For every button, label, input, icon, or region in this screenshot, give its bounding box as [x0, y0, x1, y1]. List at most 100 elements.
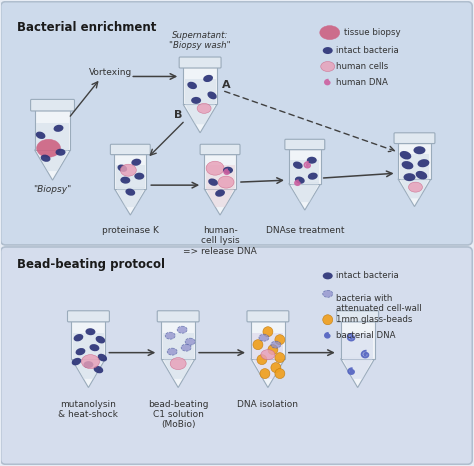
Ellipse shape	[120, 164, 137, 176]
Ellipse shape	[260, 369, 270, 378]
Ellipse shape	[271, 341, 281, 348]
Polygon shape	[395, 134, 434, 143]
Ellipse shape	[413, 146, 426, 154]
Ellipse shape	[271, 363, 281, 373]
Ellipse shape	[268, 345, 278, 355]
Polygon shape	[114, 154, 146, 189]
Ellipse shape	[323, 47, 333, 54]
Polygon shape	[185, 79, 216, 103]
Polygon shape	[342, 358, 373, 379]
Polygon shape	[183, 104, 217, 133]
Ellipse shape	[409, 182, 422, 192]
Polygon shape	[251, 321, 285, 359]
FancyBboxPatch shape	[110, 144, 150, 155]
Polygon shape	[72, 321, 105, 359]
Polygon shape	[72, 359, 105, 388]
Ellipse shape	[403, 173, 416, 181]
Ellipse shape	[98, 354, 107, 362]
Polygon shape	[291, 183, 319, 202]
Ellipse shape	[307, 157, 317, 164]
Ellipse shape	[253, 340, 263, 350]
Ellipse shape	[72, 358, 81, 365]
Ellipse shape	[257, 355, 267, 364]
Polygon shape	[253, 358, 283, 379]
Polygon shape	[73, 333, 104, 358]
Ellipse shape	[418, 159, 429, 167]
Text: tissue biopsy: tissue biopsy	[344, 28, 401, 37]
Ellipse shape	[185, 338, 195, 345]
Ellipse shape	[416, 171, 427, 179]
Polygon shape	[337, 312, 378, 321]
Ellipse shape	[134, 173, 144, 180]
Ellipse shape	[263, 327, 273, 337]
Polygon shape	[341, 321, 374, 359]
Ellipse shape	[126, 189, 135, 196]
Text: bead-beating
C1 solution
(MoBio): bead-beating C1 solution (MoBio)	[148, 399, 209, 429]
Text: human cells: human cells	[336, 62, 388, 71]
FancyBboxPatch shape	[394, 133, 435, 144]
Ellipse shape	[259, 334, 269, 341]
Ellipse shape	[54, 125, 64, 132]
Ellipse shape	[118, 164, 127, 172]
Ellipse shape	[41, 155, 50, 162]
Text: "Biopsy": "Biopsy"	[34, 185, 72, 194]
Polygon shape	[291, 160, 319, 183]
Text: intact bacteria: intact bacteria	[336, 271, 399, 281]
Ellipse shape	[320, 26, 340, 40]
Ellipse shape	[36, 139, 61, 157]
Polygon shape	[185, 103, 216, 124]
Ellipse shape	[208, 178, 218, 186]
Ellipse shape	[96, 336, 105, 343]
Ellipse shape	[170, 357, 186, 370]
Ellipse shape	[323, 315, 333, 325]
Text: human DNA: human DNA	[336, 78, 388, 87]
Ellipse shape	[82, 355, 100, 369]
Polygon shape	[161, 359, 195, 388]
FancyBboxPatch shape	[157, 311, 199, 322]
Ellipse shape	[215, 190, 225, 197]
Ellipse shape	[275, 335, 285, 345]
Polygon shape	[342, 333, 373, 358]
Ellipse shape	[323, 273, 333, 279]
Text: human-
cell lysis
=> release DNA: human- cell lysis => release DNA	[183, 226, 257, 256]
Ellipse shape	[90, 344, 100, 351]
Ellipse shape	[208, 91, 217, 99]
Polygon shape	[180, 58, 220, 67]
Ellipse shape	[131, 158, 141, 166]
Text: 1mm glass-beads: 1mm glass-beads	[336, 315, 412, 324]
Polygon shape	[161, 321, 195, 359]
Ellipse shape	[177, 326, 187, 333]
Text: Vortexing: Vortexing	[89, 69, 132, 77]
Text: DNA isolation: DNA isolation	[237, 399, 299, 409]
Polygon shape	[248, 312, 288, 321]
Ellipse shape	[293, 162, 303, 169]
Polygon shape	[36, 123, 69, 149]
Ellipse shape	[308, 172, 318, 180]
Polygon shape	[201, 145, 239, 154]
FancyBboxPatch shape	[179, 57, 221, 68]
Polygon shape	[35, 150, 71, 180]
FancyBboxPatch shape	[0, 2, 472, 245]
Polygon shape	[69, 312, 109, 321]
Polygon shape	[73, 358, 104, 379]
Polygon shape	[35, 110, 71, 150]
Polygon shape	[398, 143, 431, 179]
Text: DNAse treatment: DNAse treatment	[265, 226, 344, 235]
Polygon shape	[204, 189, 236, 215]
Ellipse shape	[55, 149, 65, 156]
Polygon shape	[111, 145, 149, 154]
FancyBboxPatch shape	[31, 99, 74, 111]
Ellipse shape	[275, 369, 285, 378]
Ellipse shape	[275, 353, 285, 363]
FancyBboxPatch shape	[67, 311, 109, 322]
Ellipse shape	[75, 348, 85, 355]
Ellipse shape	[203, 75, 213, 82]
Ellipse shape	[93, 366, 103, 373]
Polygon shape	[36, 149, 69, 171]
Ellipse shape	[323, 290, 333, 297]
Text: Bacterial enrichment: Bacterial enrichment	[17, 21, 156, 34]
Ellipse shape	[223, 167, 233, 174]
Text: bacteria with
attenuated cell-wall: bacteria with attenuated cell-wall	[336, 294, 421, 313]
Ellipse shape	[120, 177, 130, 184]
Ellipse shape	[85, 328, 95, 335]
